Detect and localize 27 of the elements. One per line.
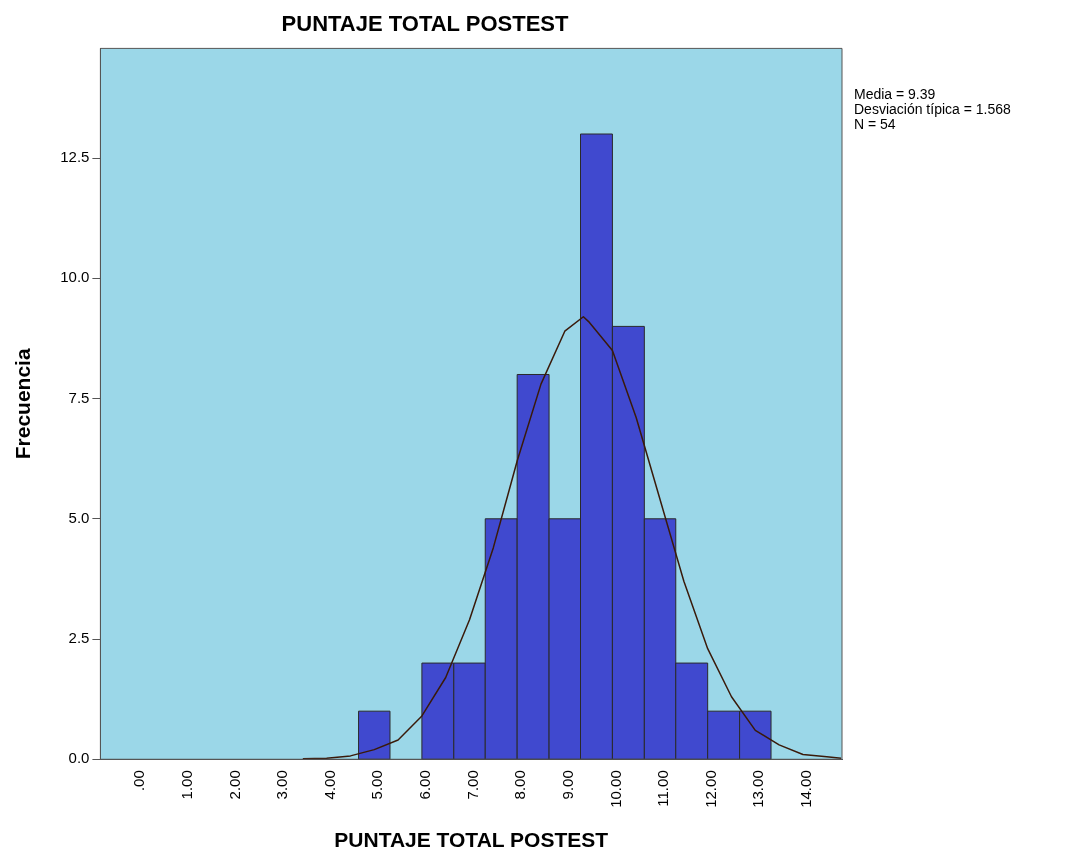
y-tick-label: 2.5 xyxy=(68,629,90,647)
x-tick-label: .00 xyxy=(130,770,148,792)
y-tick-label: 12.5 xyxy=(60,148,90,166)
x-tick-label: 7.00 xyxy=(463,770,481,800)
text: Media = 9.39 xyxy=(854,86,936,103)
x-tick-label: 5.00 xyxy=(368,770,386,800)
x-tick-label: 11.00 xyxy=(654,770,672,807)
y-tick-label: 7.5 xyxy=(68,388,90,406)
x-tick-label: 9.00 xyxy=(558,770,576,800)
text: Desviación típica = 1.568 xyxy=(854,101,1012,118)
y-tick-label: 10.0 xyxy=(60,268,90,286)
text: N = 54 xyxy=(854,116,896,133)
y-tick-label: 5.0 xyxy=(68,508,90,526)
x-axis-title: PUNTAJE TOTAL POSTEST xyxy=(334,828,609,852)
x-tick-label: 4.00 xyxy=(320,770,338,800)
x-tick-label: 8.00 xyxy=(511,770,529,800)
y-tick-label: 0.0 xyxy=(68,749,90,767)
x-tick-label: 12.00 xyxy=(701,770,719,808)
x-tick-label: 2.00 xyxy=(225,770,243,800)
x-tick-label: 1.00 xyxy=(177,770,195,800)
x-tick-label: 14.00 xyxy=(797,770,815,808)
x-tick-label: 6.00 xyxy=(416,770,434,800)
x-tick-label: 3.00 xyxy=(273,770,291,800)
x-tick-label: 10.00 xyxy=(606,770,624,808)
x-tick-label: 13.00 xyxy=(749,770,767,808)
y-axis-title: Frecuencia xyxy=(11,348,35,460)
chart-title: PUNTAJE TOTAL POSTEST xyxy=(281,11,569,37)
